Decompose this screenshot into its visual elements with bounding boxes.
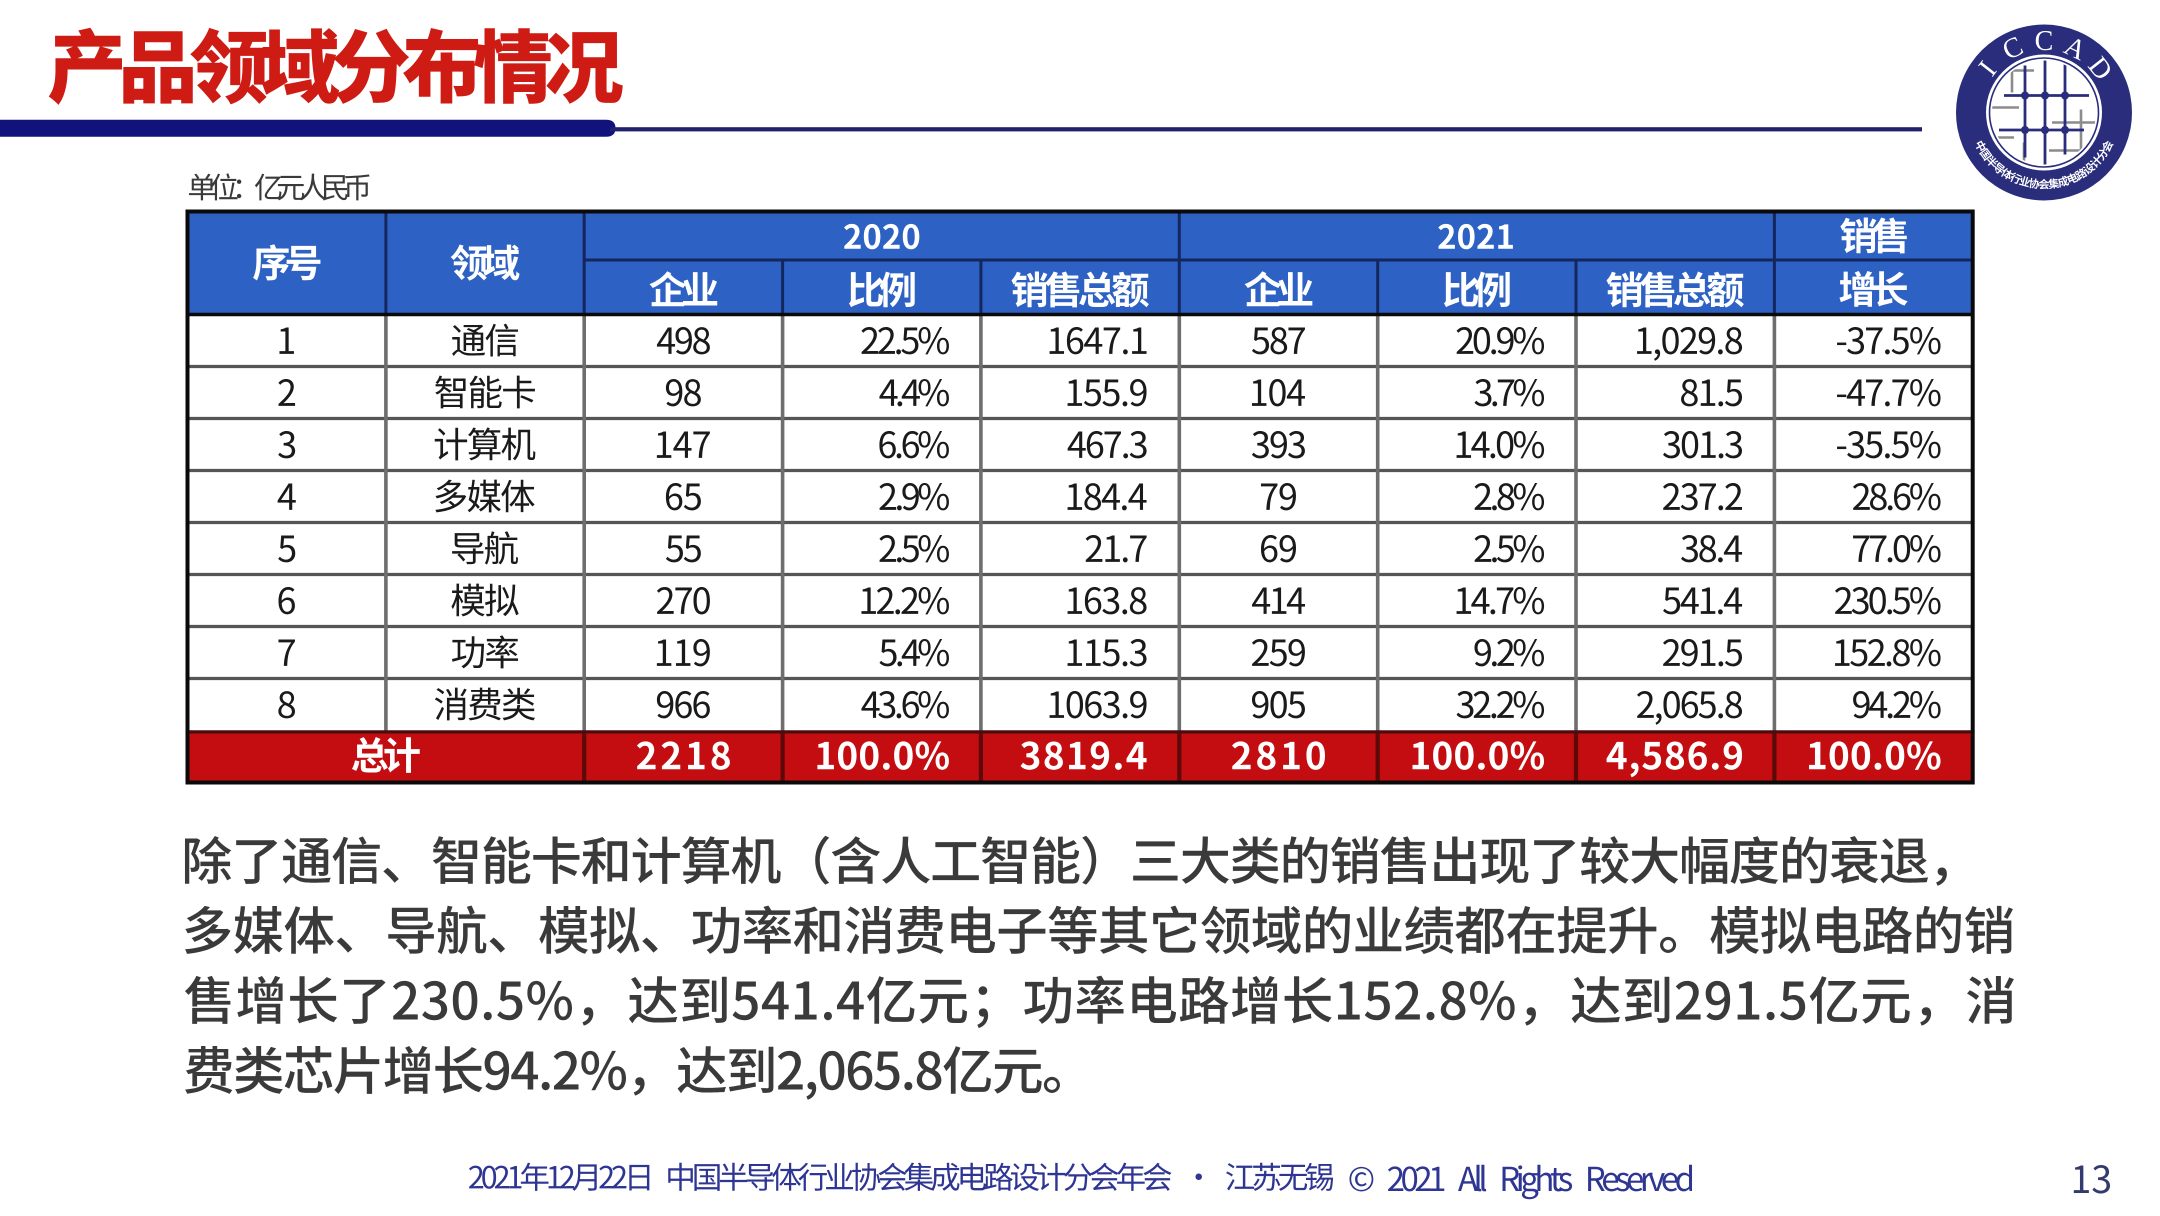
svg-text:C: C [2035, 26, 2054, 57]
